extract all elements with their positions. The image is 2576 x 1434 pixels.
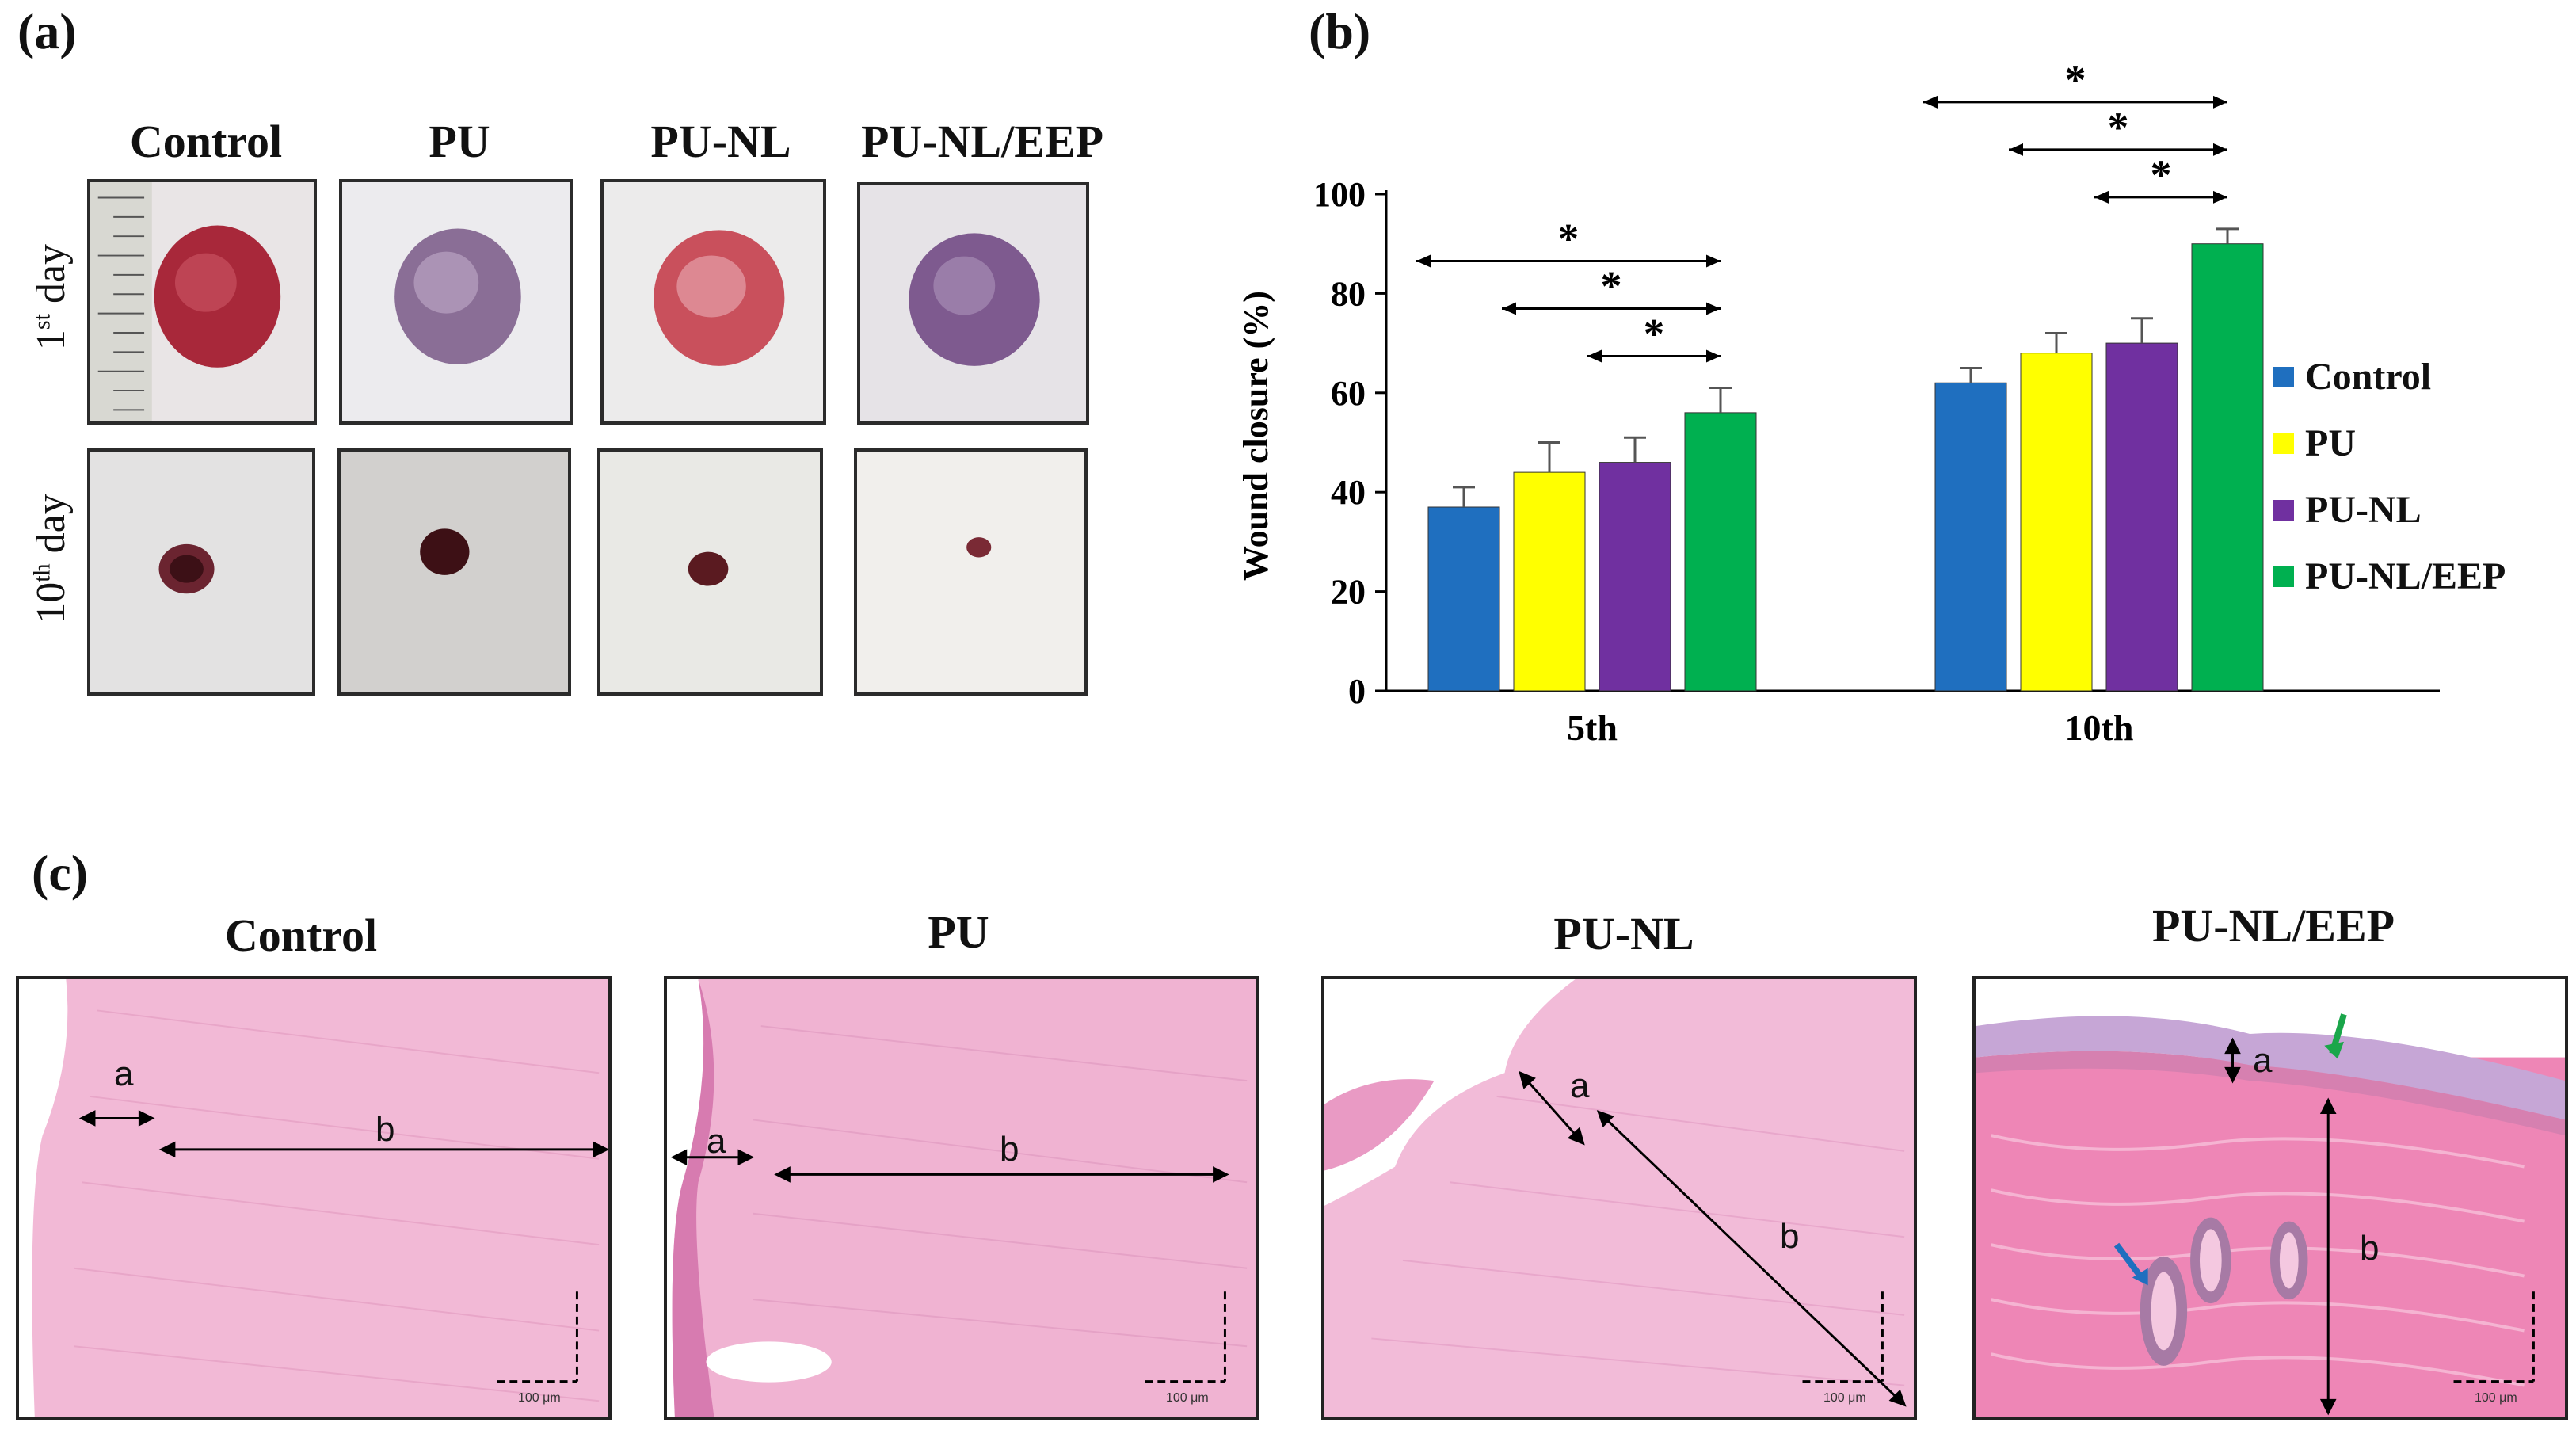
x-tick-label: 10th	[2065, 707, 2134, 748]
chart-bars	[1427, 227, 2264, 692]
chart-axes: 0 20 40 60 80 100 5th 10th	[1313, 175, 2440, 748]
bar-pu-nl-5th	[1599, 462, 1671, 692]
wound-photo-pu-day1	[339, 179, 573, 425]
legend-item-control: Control	[2273, 355, 2431, 399]
photo-column-pu-nl: PU-NL	[650, 116, 791, 167]
panel-label-c: (c)	[32, 845, 89, 901]
legend-label-pu-nl-eep: PU-NL/EEP	[2305, 555, 2506, 597]
legend-item-pu-nl-eep: PU-NL/EEP	[2273, 555, 2506, 598]
arrow-head	[1416, 254, 1431, 268]
wound-photo-pu-day10	[337, 448, 571, 696]
bar-pu-nl-eep-10th	[2191, 243, 2264, 692]
histology-label-b-control: b	[375, 1110, 395, 1149]
arrow-head	[2094, 190, 2109, 204]
histology-title-control: Control	[224, 910, 378, 961]
y-tick-label: 100	[1313, 175, 1366, 214]
y-tick-label: 80	[1331, 274, 1366, 313]
legend-label-control: Control	[2305, 356, 2432, 398]
histology-image-pu-nl: a b 100 μm	[1321, 976, 1917, 1420]
y-tick-label: 40	[1331, 473, 1366, 512]
bar-control-10th	[1934, 382, 2007, 692]
bar-pu-5th	[1513, 471, 1586, 692]
wound-photo-control-day10	[87, 448, 315, 696]
wound-photo-pu-nl-day1	[600, 179, 826, 425]
histology-label-a-control: a	[114, 1055, 134, 1093]
significance-star: *	[2151, 151, 2172, 199]
arrow-head	[1706, 302, 1721, 315]
histology-image-pu-nl-eep: a b 100 μm	[1972, 976, 2568, 1420]
scale-bar-label-control: 100 μm	[518, 1391, 561, 1405]
photo-column-control: Control	[129, 116, 283, 167]
legend-label-pu: PU	[2305, 422, 2356, 464]
arrow-head	[1706, 349, 1721, 363]
arrow-head	[2009, 143, 2023, 156]
histology-label-b-pu-nl: b	[1780, 1217, 1800, 1256]
significance-star: *	[2065, 56, 2086, 104]
legend-swatch-control	[2273, 366, 2294, 387]
panel-label-b: (b)	[1309, 3, 1371, 59]
histology-label-b-pu: b	[1000, 1130, 1019, 1169]
chart-y-label: Wound closure (%)	[1237, 291, 1275, 581]
legend-swatch-pu	[2273, 433, 2294, 454]
wound-photo-pu-nl-eep-day1	[857, 182, 1089, 425]
chart-legend: Control PU PU-NL PU-NL/EEP	[2273, 355, 2574, 616]
legend-label-pu-nl: PU-NL	[2305, 489, 2422, 531]
arrow-head	[1587, 349, 1602, 363]
histology-image-pu: a b 100 μm	[664, 976, 1259, 1420]
row-label-day-10: 10th day	[29, 494, 74, 624]
bar-pu-nl-eep-5th	[1684, 412, 1757, 692]
arrow-head	[2213, 143, 2227, 156]
histology-title-pu: PU	[928, 906, 989, 958]
x-tick-label: 5th	[1567, 707, 1618, 748]
panel-label-a: (a)	[17, 3, 77, 59]
significance-star: *	[1644, 311, 1665, 358]
photo-column-pu-nl-eep: PU-NL/EEP	[860, 116, 1104, 167]
legend-item-pu: PU	[2273, 421, 2356, 465]
legend-item-pu-nl: PU-NL	[2273, 488, 2422, 532]
bar-control-5th	[1427, 506, 1500, 692]
bar-pu-10th	[2020, 353, 2093, 692]
arrow-head	[1502, 302, 1516, 315]
arrow-head	[2213, 95, 2227, 109]
histology-label-a-pu-nl: a	[1570, 1066, 1590, 1105]
histology-title-pu-nl-eep: PU-NL/EEP	[2151, 900, 2395, 952]
significance-annotations: * * * * * *	[1416, 56, 2227, 363]
significance-star: *	[1601, 263, 1622, 311]
arrow-head	[2213, 190, 2227, 204]
arrow-head	[1706, 254, 1721, 268]
scale-bar-label-pu-nl: 100 μm	[1823, 1391, 1866, 1405]
y-tick-label: 20	[1331, 573, 1366, 612]
histology-label-a-pu: a	[707, 1122, 726, 1161]
significance-star: *	[1558, 215, 1580, 263]
scale-bar-label-pu-nl-eep: 100 μm	[2475, 1391, 2517, 1405]
histology-image-control: a b 100 μm	[16, 976, 612, 1420]
histology-label-a-pu-nl-eep: a	[2253, 1041, 2273, 1080]
histology-title-pu-nl: PU-NL	[1553, 908, 1694, 959]
y-tick-label: 60	[1331, 374, 1366, 413]
histology-label-b-pu-nl-eep: b	[2360, 1229, 2380, 1268]
wound-photo-control-day1	[87, 179, 317, 425]
legend-swatch-pu-nl	[2273, 499, 2294, 521]
photo-column-pu: PU	[429, 116, 490, 167]
scale-bar-label-pu: 100 μm	[1166, 1391, 1209, 1405]
wound-photo-pu-nl-eep-day10	[854, 448, 1088, 696]
bar-pu-nl-10th	[2105, 342, 2178, 692]
legend-swatch-pu-nl-eep	[2273, 566, 2294, 587]
row-label-day-1: 1st day	[29, 243, 74, 351]
wound-photo-pu-nl-day10	[597, 448, 823, 696]
arrow-head	[1923, 95, 1938, 109]
y-tick-label: 0	[1348, 672, 1366, 711]
significance-star: *	[2108, 104, 2129, 151]
